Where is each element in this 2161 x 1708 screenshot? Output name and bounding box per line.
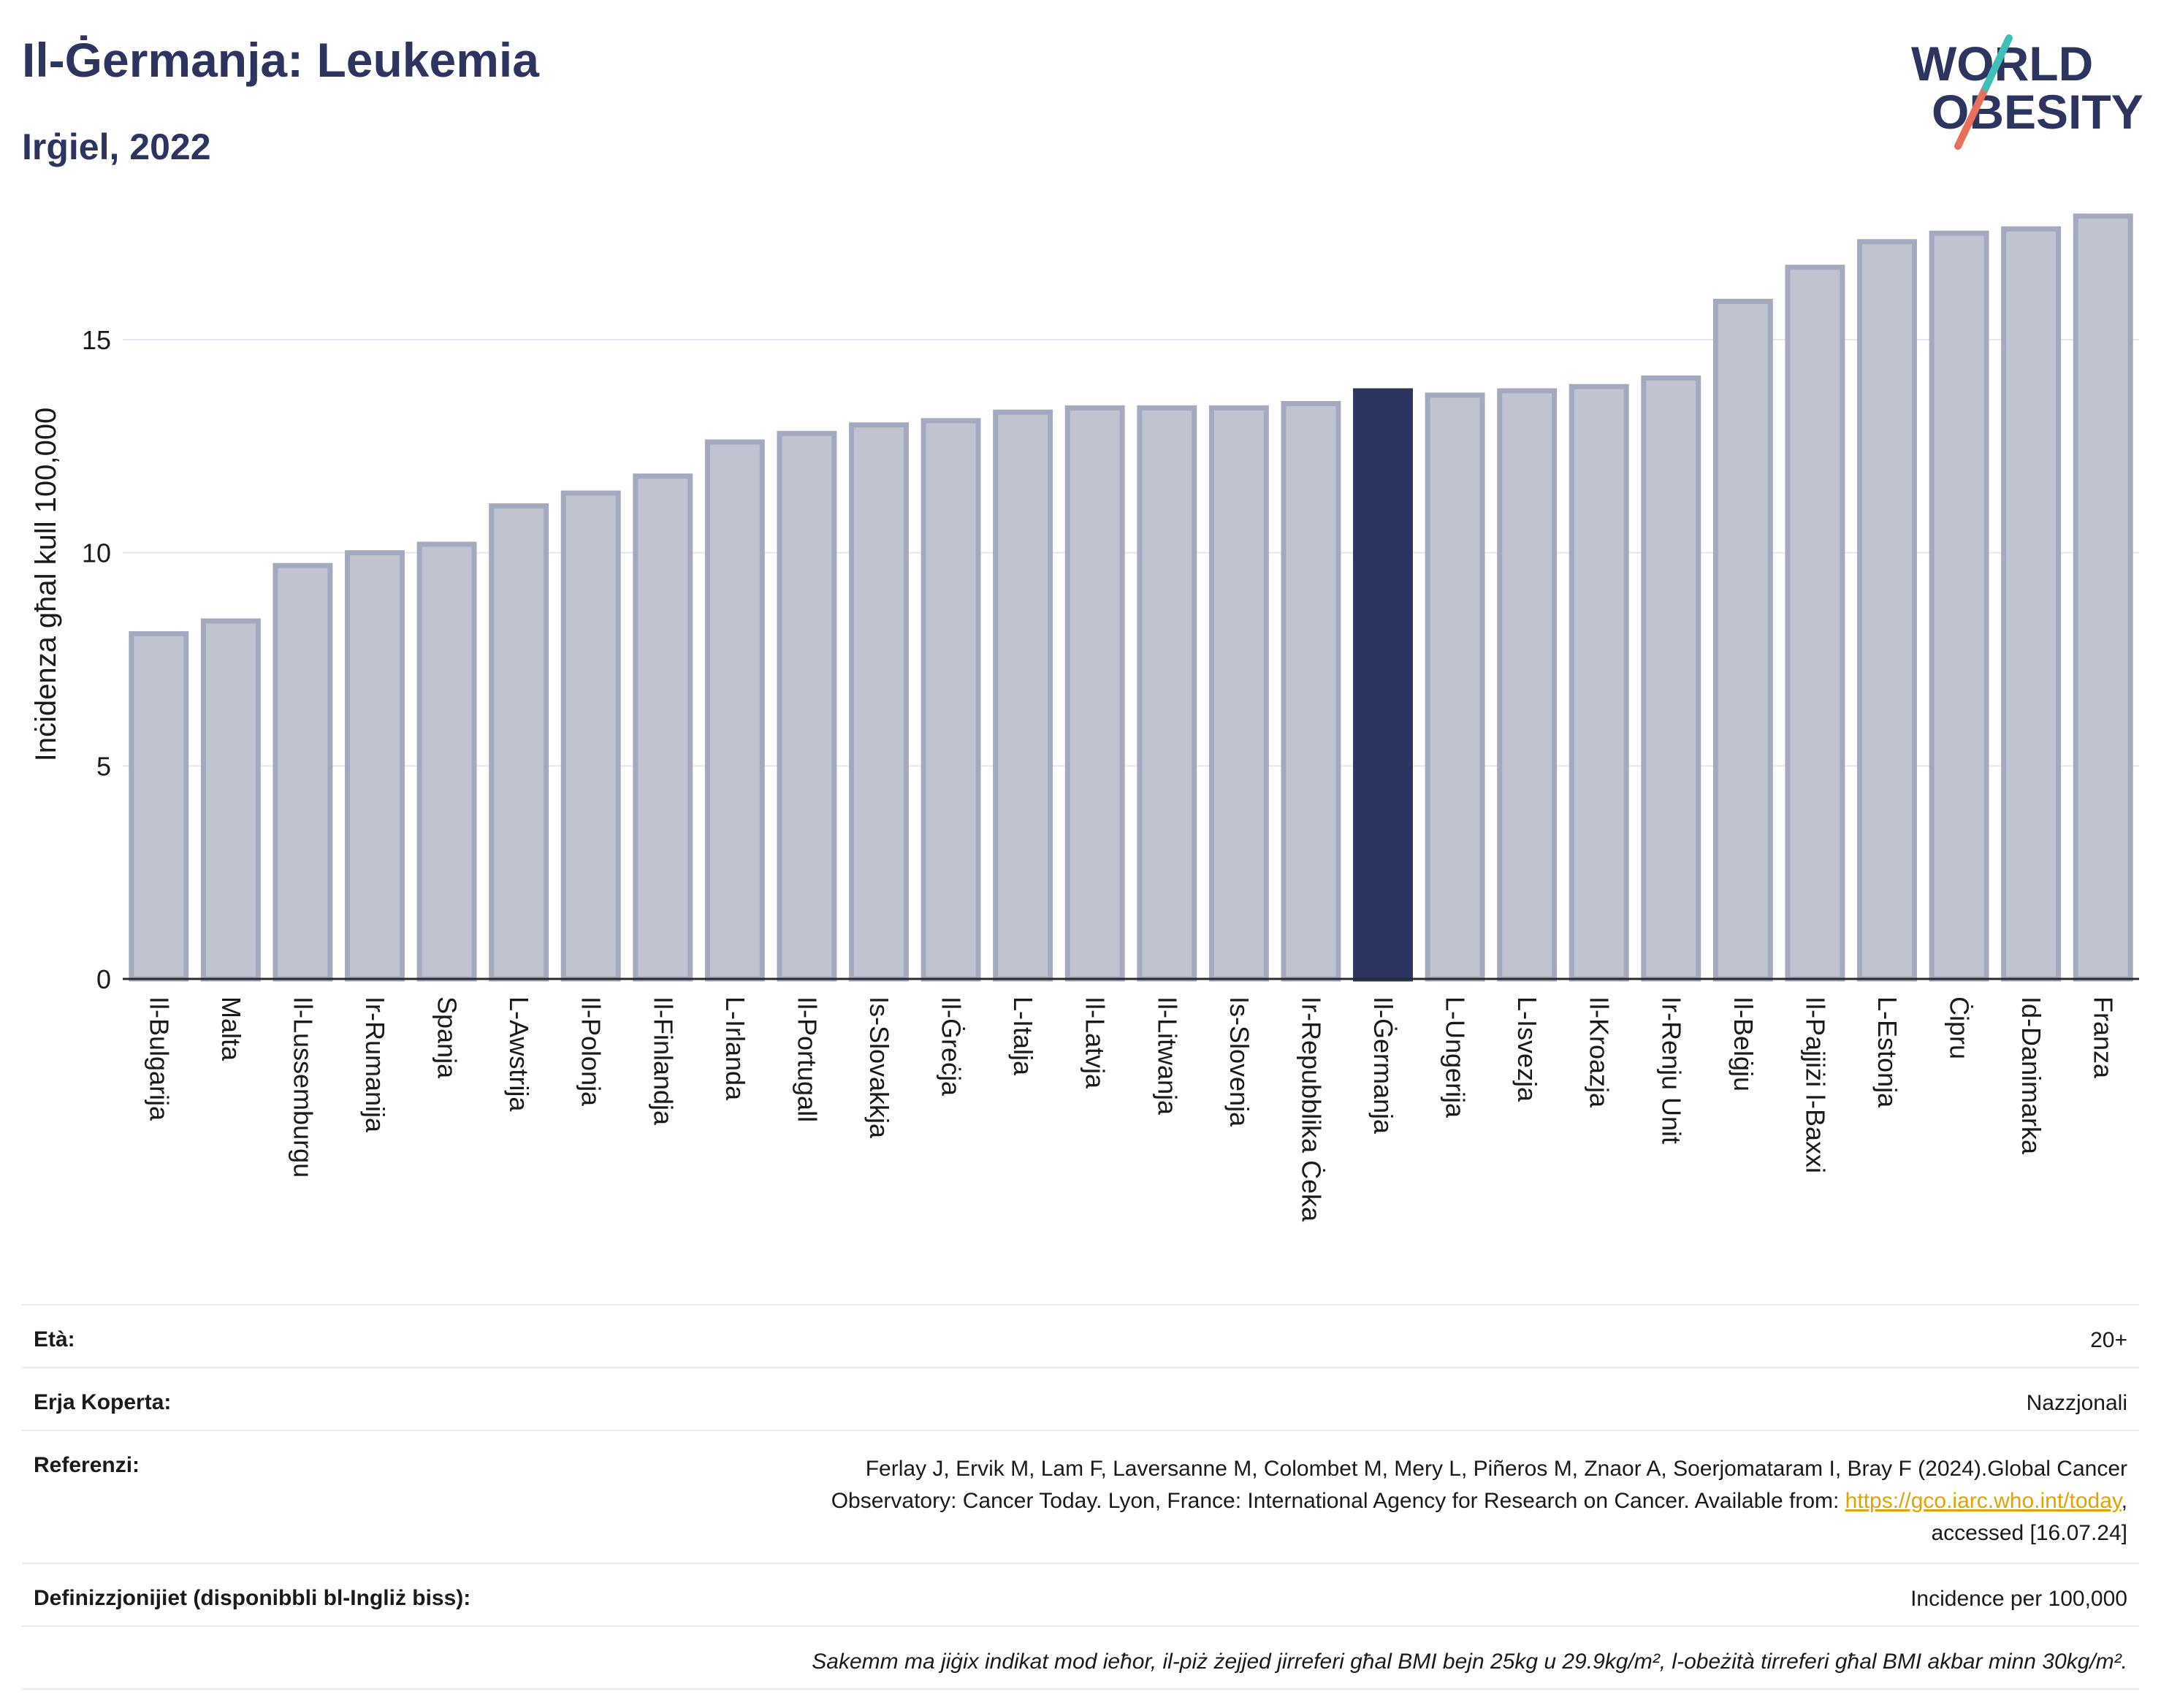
bar-11: [921, 418, 981, 982]
bmi-note: Sakemm ma jiġix indikat mod ieħor, il-pi…: [812, 1650, 2127, 1674]
x-tick-label: Il-Ġreċja: [937, 996, 967, 1097]
y-tick-label: 10: [82, 538, 111, 568]
info-row-references: Referenzi: Ferlay J, Ervik M, Lam F, Lav…: [22, 1430, 2139, 1563]
x-tick-label: Il-Ġermanja: [1368, 996, 1398, 1135]
x-tick-label: Il-Kroazja: [1585, 996, 1615, 1108]
bar-1: [200, 618, 261, 982]
references-value: Ferlay J, Ervik M, Lam F, Laversanne M, …: [831, 1453, 2127, 1549]
reference-line-1: Ferlay J, Ervik M, Lam F, Laversanne M, …: [865, 1457, 2127, 1481]
x-axis-ticks: Il-Bulgarija Malta Il-Lussemburgu Ir-Rumani…: [144, 996, 2118, 1222]
bar-14: [1137, 405, 1197, 982]
bar-13: [1064, 405, 1125, 982]
x-tick-label: Ir-Renju Unit: [1656, 996, 1686, 1144]
bar-6: [560, 490, 621, 982]
x-tick-label: Il-Lussemburgu: [288, 996, 318, 1178]
bar-5: [489, 503, 549, 982]
age-label: Età:: [34, 1327, 75, 1351]
bar-21: [1641, 375, 1701, 982]
bar-4: [416, 541, 477, 982]
x-tick-label: Il-Latvja: [1080, 996, 1110, 1089]
info-table: Età: 20+ Erja Koperta: Nazzjonali Refere…: [22, 1304, 2139, 1690]
age-value: 20+: [2090, 1328, 2127, 1352]
reference-line-2: Observatory: Cancer Today. Lyon, France:…: [831, 1489, 1845, 1513]
info-row-age: Età: 20+: [22, 1304, 2139, 1367]
area-label: Erja Koperta:: [34, 1390, 172, 1414]
x-tick-label: Il-Pajjiżi l-Baxxi: [1800, 996, 1830, 1173]
x-tick-label: Il-Polonja: [576, 996, 606, 1107]
x-tick-label: L-Italja: [1008, 996, 1038, 1076]
reference-link[interactable]: https://gco.iarc.who.int/today: [1845, 1489, 2122, 1513]
bar-22: [1712, 299, 1773, 982]
bar-9: [777, 430, 837, 982]
info-row-area: Erja Koperta: Nazzjonali: [22, 1367, 2139, 1430]
bar-23: [1785, 264, 1845, 982]
x-tick-label: Id-Danimarka: [2016, 996, 2046, 1155]
x-tick-label: Il-Portugall: [792, 996, 822, 1122]
info-row-definitions: Definizzjonijiet (disponibbli bl-Ingliż …: [22, 1563, 2139, 1625]
bar-7: [633, 473, 693, 982]
bar-27: [2073, 213, 2133, 982]
x-tick-label: Il-Finlandja: [648, 996, 678, 1126]
x-tick-label: Il-Bulgarija: [144, 996, 174, 1121]
references-label: Referenzi:: [34, 1453, 140, 1477]
bar-18: [1425, 392, 1485, 982]
bar-20: [1569, 384, 1629, 982]
x-tick-label: L-Awstrija: [504, 996, 534, 1112]
x-tick-label: Is-Slovenja: [1224, 996, 1254, 1127]
x-tick-label: L-Isvezja: [1512, 996, 1542, 1102]
x-tick-label: Ir-Repubblika Ċeka: [1296, 996, 1326, 1222]
y-axis-ticks: 0 5 10 15: [82, 325, 111, 994]
reference-line-3: accessed [16.07.24]: [1931, 1521, 2127, 1545]
x-tick-label: L-Estonja: [1872, 996, 1902, 1108]
x-tick-label: L-Irlanda: [720, 996, 750, 1101]
info-row-note: Sakemm ma jiġix indikat mod ieħor, il-pi…: [22, 1625, 2139, 1690]
x-tick-label: Ċipru: [1945, 996, 1975, 1059]
definitions-label: Definizzjonijiet (disponibbli bl-Ingliż …: [34, 1586, 471, 1610]
x-tick-label: Il-Litwanja: [1152, 996, 1182, 1116]
area-value: Nazzjonali: [2026, 1391, 2127, 1415]
bar-10: [849, 422, 909, 982]
y-tick-label: 0: [96, 964, 111, 994]
bar-3: [345, 550, 405, 982]
bar-series: [123, 213, 2139, 982]
bar-2: [272, 563, 333, 982]
x-tick-label: Il-Belġju: [1729, 996, 1758, 1091]
y-tick-label: 15: [82, 325, 111, 355]
x-tick-label: Spanja: [432, 996, 462, 1079]
bar-24: [1857, 239, 1917, 982]
bar-8: [704, 439, 765, 982]
bar-chart: 0 5 10 15 Il-Bulgarija Malta Il-Lussemburgu Ir…: [30, 213, 2139, 1222]
bar-17: [1353, 388, 1413, 982]
y-tick-label: 5: [96, 751, 111, 781]
x-tick-label: Malta: [216, 996, 246, 1061]
x-tick-label: Franza: [2089, 996, 2119, 1079]
x-tick-label: L-Ungerija: [1441, 996, 1471, 1118]
bar-19: [1497, 388, 1558, 982]
page-subtitle: Irġiel, 2022: [22, 126, 211, 167]
page-title: Il-Ġermanja: Leukemia: [22, 33, 539, 87]
bar-25: [1929, 230, 1989, 982]
world-obesity-logo: WORLD OBESITY: [1911, 34, 2143, 150]
bar-12: [993, 409, 1053, 982]
x-tick-label: Ir-Rumanija: [360, 996, 390, 1133]
reference-line-2-end: ,: [2121, 1489, 2127, 1513]
y-axis-label: Inċidenza għal kull 100,000: [30, 408, 62, 762]
definitions-value: Incidence per 100,000: [1910, 1587, 2127, 1611]
x-tick-label: Is-Slovakkja: [864, 996, 894, 1139]
bar-15: [1208, 405, 1269, 982]
bar-26: [2001, 226, 2062, 982]
bar-0: [129, 631, 189, 982]
bar-16: [1281, 401, 1341, 982]
